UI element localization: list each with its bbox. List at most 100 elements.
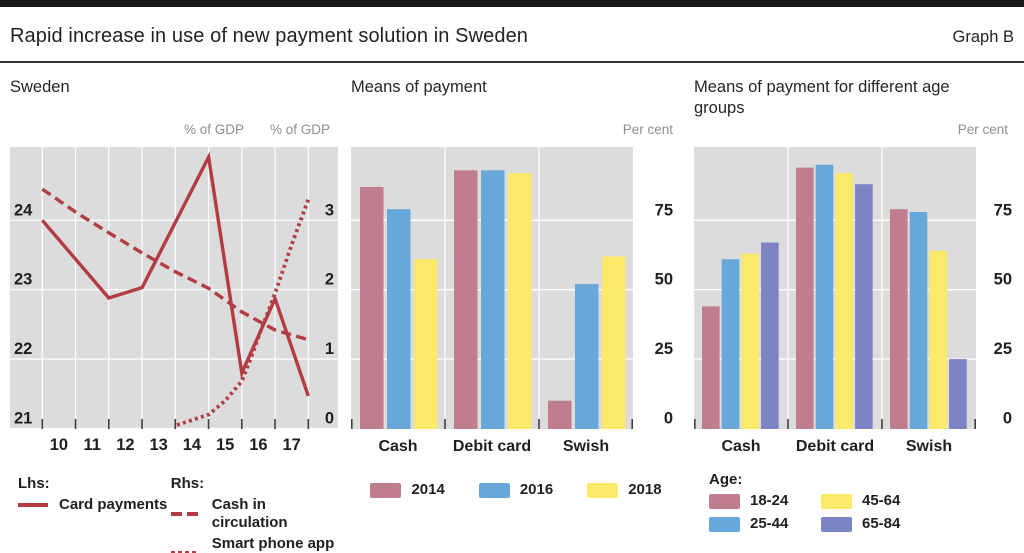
color-swatch-25-44 <box>709 516 740 532</box>
means-axis-units: Per cent <box>351 119 681 137</box>
sweden-legend: Lhs: Card payments Rhs: Cash in circulat… <box>10 475 338 553</box>
category-label-swish: Swish <box>563 438 609 455</box>
solid-line-swatch <box>18 503 50 507</box>
legend-item-65-84: 65-84 <box>821 515 933 533</box>
figure-header: Rapid increase in use of new payment sol… <box>0 25 1024 51</box>
legend-item-25-44: 25-44 <box>709 515 821 533</box>
bar-debit-card-45-64 <box>835 173 853 429</box>
legend-item-45-64: 45-64 <box>821 492 933 510</box>
legend-label: 2016 <box>519 481 554 498</box>
bar-cash-2016 <box>387 209 411 429</box>
bar-debit-card-2016 <box>481 170 505 430</box>
y-axis-tick-label: 0 <box>1003 410 1012 428</box>
age-legend-header: Age: <box>709 471 743 488</box>
bar-debit-card-65-84 <box>855 184 873 429</box>
legend-label: 25-44 <box>750 515 789 532</box>
legend-item-cash-in-circulation: Cash in circulation <box>170 496 338 532</box>
color-swatch-65-84 <box>821 516 852 532</box>
panel-title-means: Means of payment <box>351 78 487 96</box>
rhs-legend-column: Rhs: Cash in circulation Smart phone app… <box>170 475 338 553</box>
dashed-line-swatch <box>170 512 203 516</box>
legend-label: 2014 <box>411 481 445 498</box>
color-swatch-45-64 <box>821 493 852 509</box>
legend-label: 18-24 <box>750 492 789 509</box>
color-swatch-2016 <box>478 482 510 498</box>
panel-title-age-groups: Means of payment for different age group… <box>694 78 950 117</box>
rhs-axis-tick-label: 0 <box>325 410 334 428</box>
color-swatch-2018 <box>587 482 619 498</box>
top-rule <box>0 0 1024 7</box>
y-axis-tick-label: 0 <box>664 410 673 428</box>
bar-cash-2014 <box>360 187 384 429</box>
bar-cash-2018 <box>414 259 438 429</box>
plot-area <box>694 147 976 429</box>
bar-debit-card-18-24 <box>796 167 814 429</box>
panel-title-sweden: Sweden <box>10 78 70 96</box>
rhs-axis-unit-label: % of GDP <box>269 122 330 137</box>
bar-swish-45-64 <box>929 250 947 429</box>
graph-number-label: Graph B <box>952 28 1014 46</box>
rhs-axis-tick-label: 1 <box>325 340 334 358</box>
rhs-legend-header: Rhs: <box>170 475 205 492</box>
legend-item-2016: 2016 <box>478 481 554 499</box>
bar-cash-18-24 <box>702 306 720 429</box>
lhs-legend-header: Lhs: <box>18 475 50 492</box>
bar-cash-25-44 <box>721 259 740 429</box>
x-axis-tick-label: 10 <box>50 436 68 454</box>
category-label-debit-card: Debit card <box>453 438 531 455</box>
legend-label: Card payments <box>59 496 168 513</box>
legend-item-2018: 2018 <box>587 481 662 499</box>
means-legend: 2014 2016 2018 <box>351 481 681 499</box>
x-axis-tick-label: 13 <box>149 436 167 454</box>
age-bar-chart: 75 50 25 0 Cash Debit card Swish <box>694 147 1012 455</box>
color-swatch-2014 <box>370 482 402 498</box>
lhs-axis-tick-label: 22 <box>14 340 32 358</box>
smart-phone-app-swish-line <box>176 198 311 427</box>
lhs-axis-tick-label: 21 <box>14 410 32 428</box>
bar-swish-25-44 <box>909 212 928 429</box>
x-axis-tick-label: 17 <box>282 436 300 454</box>
lhs-legend-column: Lhs: Card payments <box>18 475 171 553</box>
cash-in-circulation-line <box>41 187 309 342</box>
legend-item-2014: 2014 <box>370 481 445 499</box>
bar-cash-45-64 <box>741 253 759 429</box>
category-label-debit-card: Debit card <box>796 438 874 455</box>
sweden-axis-units: % of GDP % of GDP <box>10 119 338 137</box>
y-axis-tick-label: 75 <box>655 201 673 219</box>
rhs-axis-tick-label: 3 <box>325 201 334 219</box>
x-axis-tick-label: 11 <box>83 436 100 454</box>
x-axis-tick-label: 14 <box>183 436 202 454</box>
rhs-axis-tick-label: 2 <box>325 271 334 289</box>
x-axis-tick-label: 16 <box>249 436 267 454</box>
panels-row: Sweden % of GDP % of GDP 24 23 22 21 3 2 1 0 10 1… <box>0 63 1024 553</box>
lhs-axis-unit-label: % of GDP <box>183 122 244 137</box>
bar-swish-2014 <box>548 400 572 429</box>
y-axis-tick-label: 50 <box>994 271 1012 289</box>
age-legend: Age: 18-24 45-64 25-44 <box>694 471 1016 533</box>
bar-cash-65-84 <box>761 242 779 429</box>
color-swatch-18-24 <box>709 493 740 509</box>
percent-axis-unit-label: Per cent <box>622 122 673 137</box>
y-axis-tick-label: 75 <box>994 201 1012 219</box>
x-axis-tick-label: 12 <box>116 436 134 454</box>
y-axis-tick-label: 25 <box>994 340 1012 358</box>
legend-item-18-24: 18-24 <box>709 492 821 510</box>
card-payments-line <box>41 151 310 397</box>
legend-label: Smart phone app (Swish) <box>211 535 335 552</box>
figure-title: Rapid increase in use of new payment sol… <box>10 25 529 47</box>
category-label-swish: Swish <box>906 438 952 455</box>
bar-swish-65-84 <box>949 359 967 429</box>
y-axis-tick-label: 25 <box>655 340 673 358</box>
legend-label: 65-84 <box>862 515 901 532</box>
legend-label: Cash in circulation <box>211 496 288 531</box>
category-label-cash: Cash <box>378 438 417 455</box>
means-bar-chart: 75 50 25 0 Cash Debit card Swish <box>351 147 673 455</box>
bar-swish-2016 <box>575 284 599 429</box>
plot-area <box>10 147 338 429</box>
bar-swish-2018 <box>602 256 626 429</box>
panel-age-groups: Means of payment for different age group… <box>694 77 1016 553</box>
panel-means-of-payment: Means of payment Per cent 75 50 25 0 Cash Deb… <box>351 77 681 553</box>
bar-debit-card-2014 <box>454 170 478 430</box>
panel-sweden: Sweden % of GDP % of GDP 24 23 22 21 3 2 1 0 10 1… <box>10 77 338 553</box>
